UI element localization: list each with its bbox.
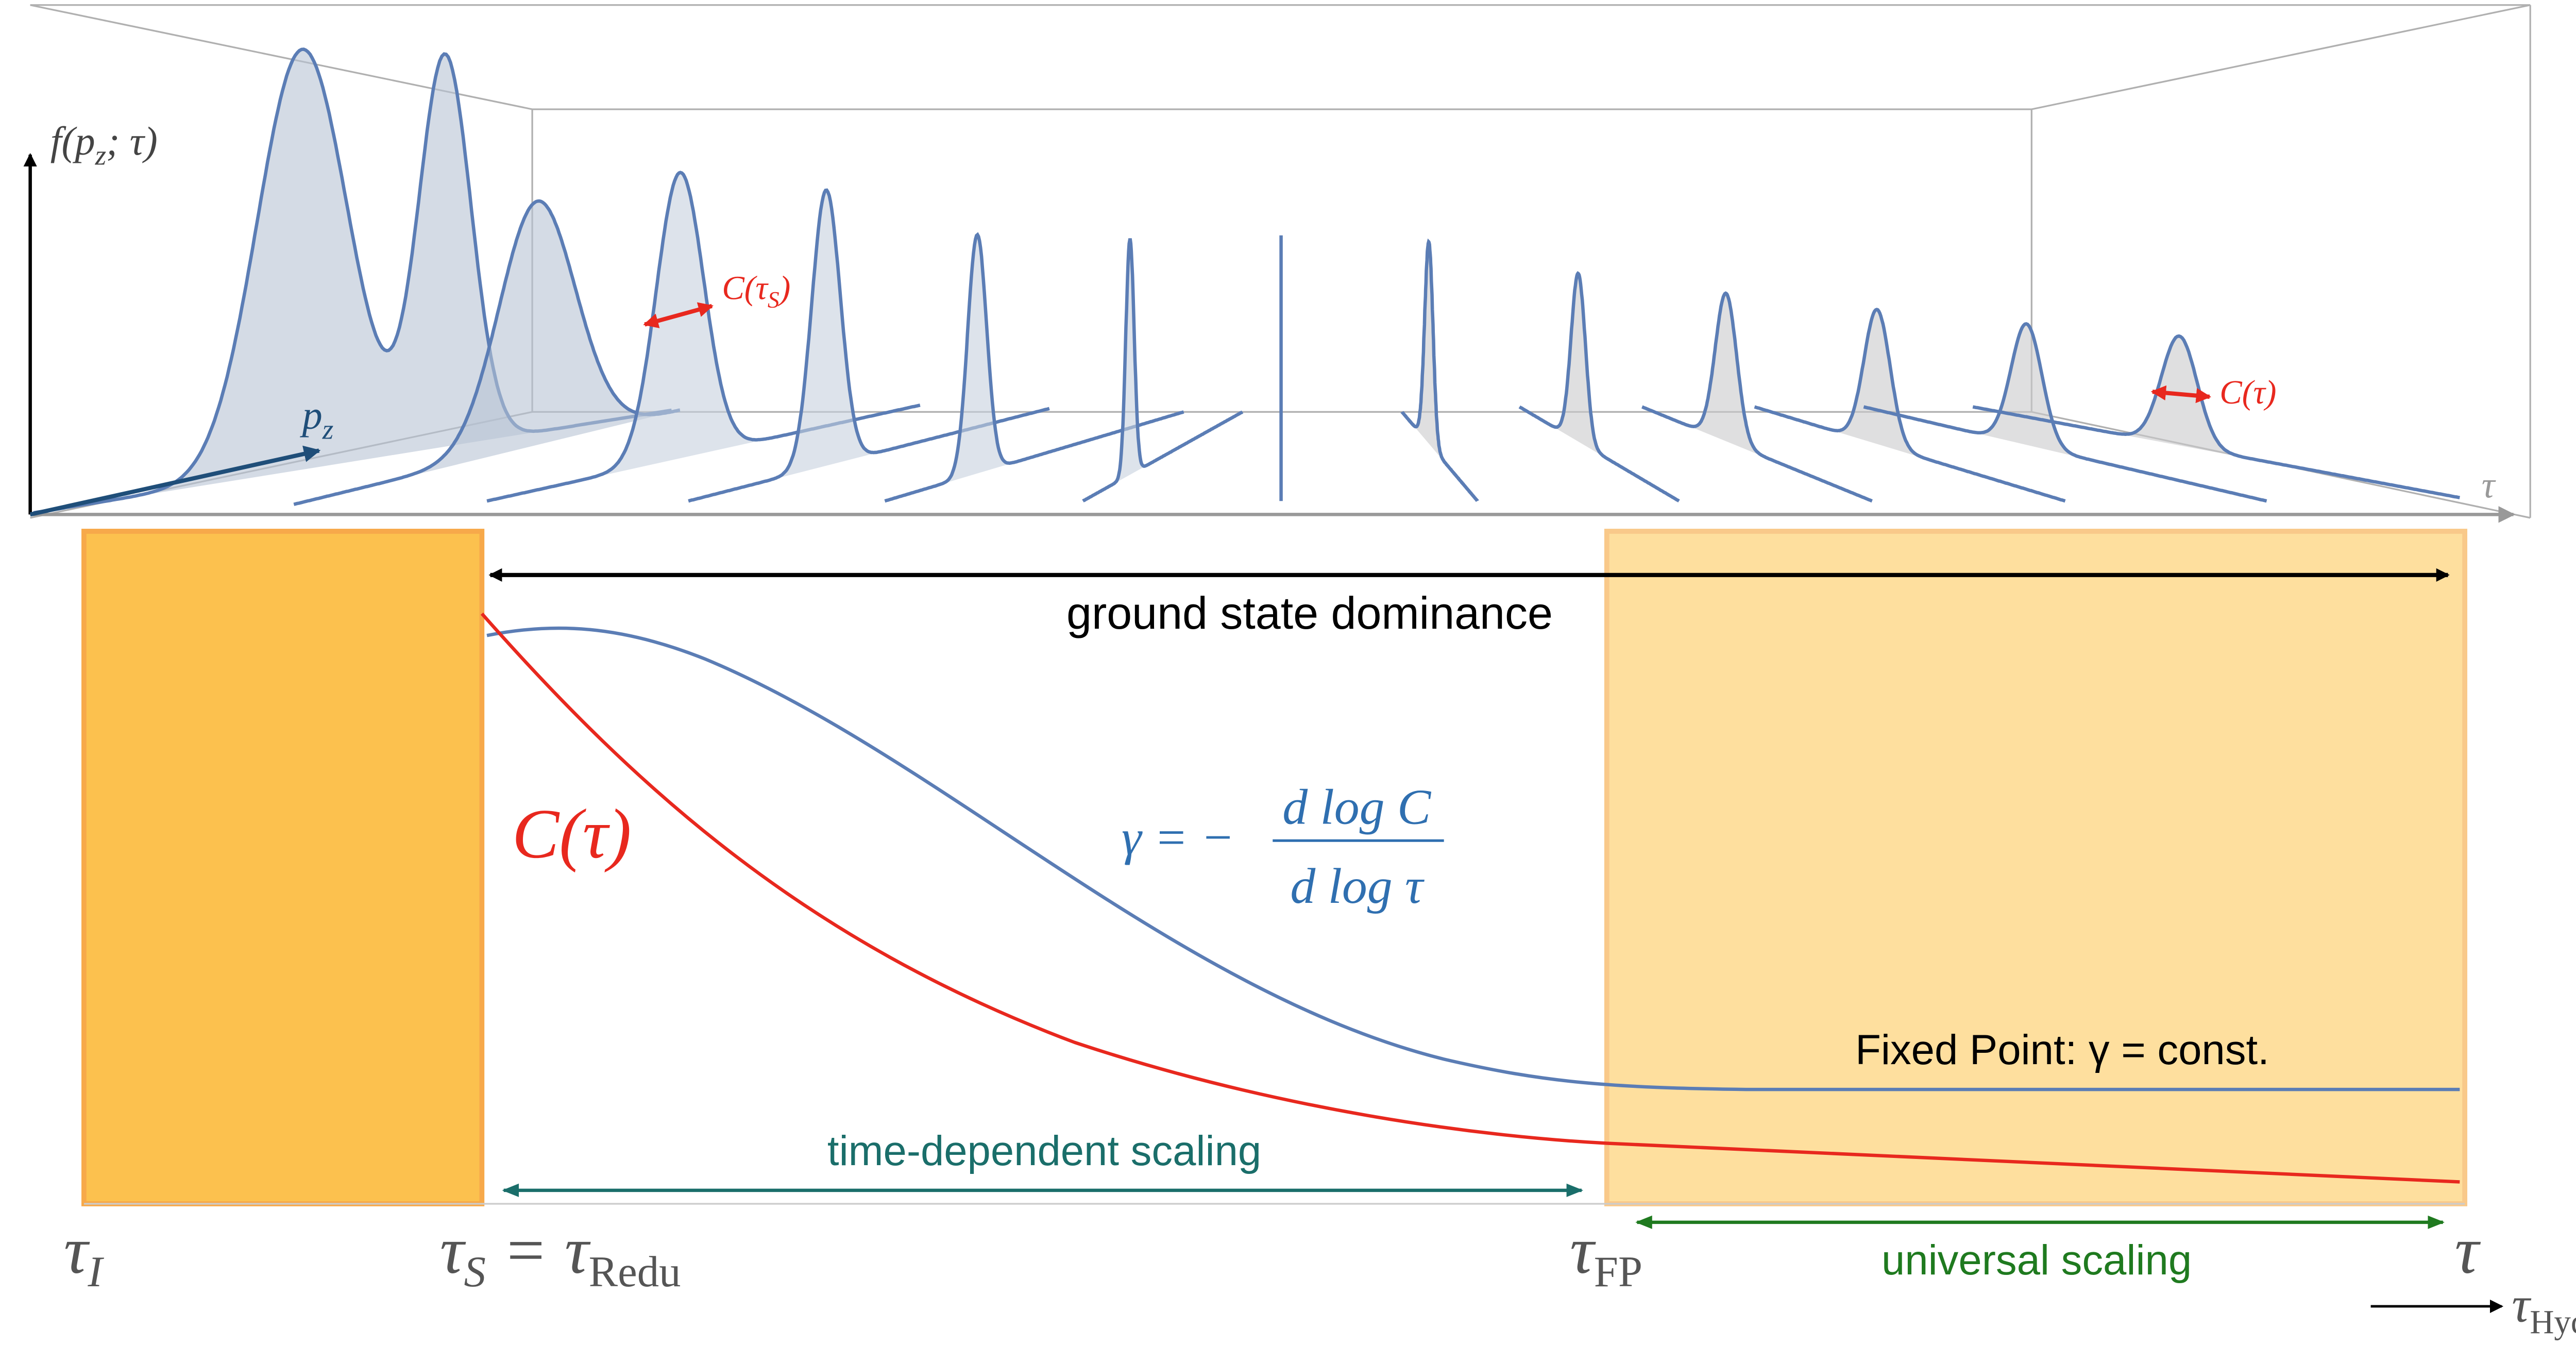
tau-hydro-label: τHydro <box>2512 1277 2576 1341</box>
slice <box>1082 238 1244 502</box>
tau-i-label: τI <box>64 1214 105 1296</box>
fixed-point-region <box>1604 529 2467 1206</box>
width-late-label: C(τ) <box>2219 374 2276 411</box>
distribution-slices <box>33 47 2460 515</box>
fixed-point-label: Fixed Point: γ = const. <box>1855 1027 2269 1073</box>
gamma-denominator: d log τ <box>1290 859 1425 914</box>
slice <box>1519 273 1679 501</box>
ground-state-label: ground state dominance <box>1066 587 1553 638</box>
slice <box>487 172 920 501</box>
gamma-numerator: d log C <box>1282 780 1432 835</box>
slice <box>1083 240 1243 501</box>
slice <box>1642 293 1872 501</box>
slice <box>1863 322 2267 503</box>
width-start-label: C(τS) <box>722 270 790 313</box>
c-curve-label: C(τ) <box>512 795 631 873</box>
tau-s-label: τS = τRedu <box>440 1214 681 1296</box>
time-axis-label: τ <box>2482 465 2496 506</box>
slice <box>1402 242 1478 501</box>
slice <box>1972 334 2460 499</box>
slice <box>1754 308 2066 503</box>
width-arrow <box>2150 385 2211 404</box>
early-region <box>81 529 485 1206</box>
slice <box>294 201 680 505</box>
momentum-axis <box>29 445 321 517</box>
y-axis-label: f(pz; τ) <box>50 119 158 171</box>
slice <box>33 49 672 513</box>
slice <box>1400 238 1479 502</box>
width-arrow <box>643 302 714 328</box>
gamma-lhs: γ = − <box>1122 810 1234 865</box>
slice <box>293 199 681 506</box>
slice <box>1641 291 1873 503</box>
tau-fp-label: τFP <box>1570 1214 1642 1296</box>
universal-label: universal scaling <box>1882 1237 2192 1284</box>
momentum-label: pz <box>300 393 334 445</box>
time-dependent-label: time-dependent scaling <box>827 1128 1261 1174</box>
tau-end-label: τ <box>2455 1214 2481 1288</box>
gamma-curve <box>486 626 2460 1091</box>
c-curve <box>480 612 2460 1184</box>
slice <box>1518 271 1680 502</box>
